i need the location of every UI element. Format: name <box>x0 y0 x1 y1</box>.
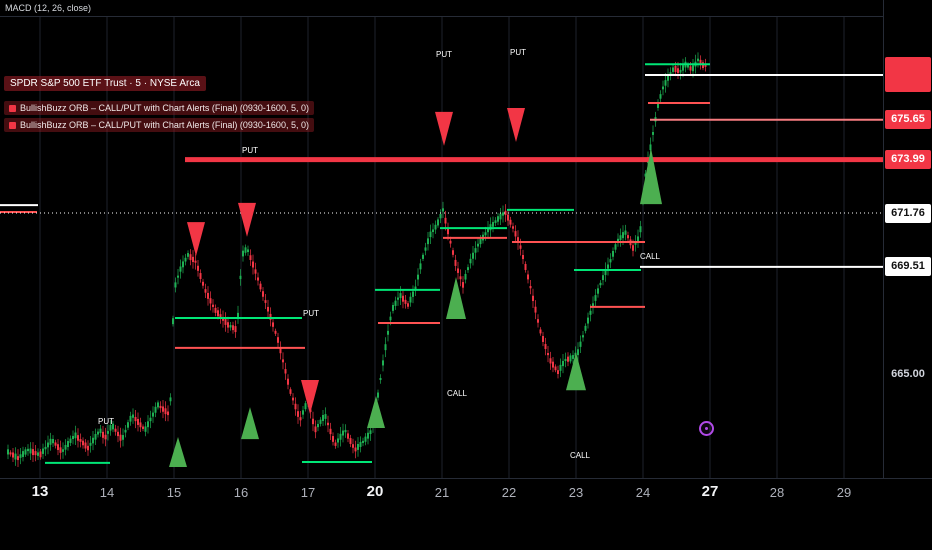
indicator-legend-1[interactable]: BullishBuzz ORB – CALL/PUT with Chart Al… <box>4 101 314 115</box>
day-label[interactable]: 16 <box>233 485 249 500</box>
time-axis[interactable]: 13 14 15 16 17 20 21 22 23 24 27 28 29 <box>0 478 932 550</box>
chart-legend: SPDR S&P 500 ETF Trust · 5 · NYSE Arca B… <box>4 76 314 132</box>
signal-text-label: CALL <box>640 252 661 261</box>
alert-marker-icon[interactable] <box>699 421 714 436</box>
day-label[interactable]: 13 <box>31 483 49 500</box>
day-label[interactable]: 24 <box>635 485 651 500</box>
macd-label: MACD (12, 26, close) <box>5 3 92 13</box>
price-axis[interactable]: 675.65 673.99 671.76 669.51 665.00 <box>883 0 932 478</box>
put-signal-triangle[interactable] <box>187 222 205 257</box>
day-label[interactable]: 14 <box>99 485 115 500</box>
indicator-icon <box>9 104 16 112</box>
price-axis-label: 673.99 <box>885 150 931 170</box>
signal-labels-layer: PUT PUT PUT PUT PUT CALL CALL CALL <box>98 48 661 460</box>
call-signal-triangle[interactable] <box>169 437 187 468</box>
gridlines-layer <box>39 17 845 478</box>
day-label[interactable]: 22 <box>501 485 517 500</box>
signals-layer <box>169 108 662 468</box>
put-signal-triangle[interactable] <box>238 202 256 237</box>
day-label[interactable]: 29 <box>836 485 852 500</box>
macd-pane-legend[interactable]: MACD (12, 26, close) <box>0 0 884 17</box>
signal-text-label: PUT <box>303 309 319 318</box>
orb-lines-layer <box>0 63 710 464</box>
call-signal-triangle[interactable] <box>367 396 385 429</box>
price-axis-label: 669.51 <box>885 257 931 277</box>
call-signal-triangle[interactable] <box>640 148 662 205</box>
call-signal-triangle[interactable] <box>241 407 259 440</box>
day-label[interactable]: 15 <box>166 485 182 500</box>
day-label[interactable]: 20 <box>366 483 384 500</box>
indicator-legend-2[interactable]: BullishBuzz ORB – CALL/PUT with Chart Al… <box>4 118 314 132</box>
signal-text-label: CALL <box>570 451 591 460</box>
price-axis-block <box>885 56 931 92</box>
put-signal-triangle[interactable] <box>507 108 525 143</box>
day-label[interactable]: 21 <box>434 485 450 500</box>
signal-text-label: PUT <box>242 146 258 155</box>
symbol-legend[interactable]: SPDR S&P 500 ETF Trust · 5 · NYSE Arca <box>4 76 206 91</box>
price-levels-layer <box>0 73 884 268</box>
call-signal-triangle[interactable] <box>446 276 466 319</box>
indicator-label-1: BullishBuzz ORB – CALL/PUT with Chart Al… <box>20 103 309 113</box>
put-signal-triangle[interactable] <box>301 380 319 415</box>
put-signal-triangle[interactable] <box>435 111 453 146</box>
signal-text-label: CALL <box>447 389 468 398</box>
price-axis-label: 675.65 <box>885 110 931 130</box>
call-signal-triangle[interactable] <box>566 352 586 391</box>
day-label[interactable]: 23 <box>568 485 584 500</box>
signal-text-label: PUT <box>510 48 526 57</box>
day-label[interactable]: 17 <box>300 485 316 500</box>
candles-layer <box>7 52 707 468</box>
day-label[interactable]: 27 <box>701 483 719 500</box>
signal-text-label: PUT <box>436 50 452 59</box>
signal-text-label: PUT <box>98 417 114 426</box>
indicator-label-2: BullishBuzz ORB – CALL/PUT with Chart Al… <box>20 120 309 130</box>
price-axis-label: 665.00 <box>891 368 925 381</box>
indicator-icon <box>9 121 16 129</box>
price-axis-label: 671.76 <box>885 203 931 223</box>
day-label[interactable]: 28 <box>769 485 785 500</box>
